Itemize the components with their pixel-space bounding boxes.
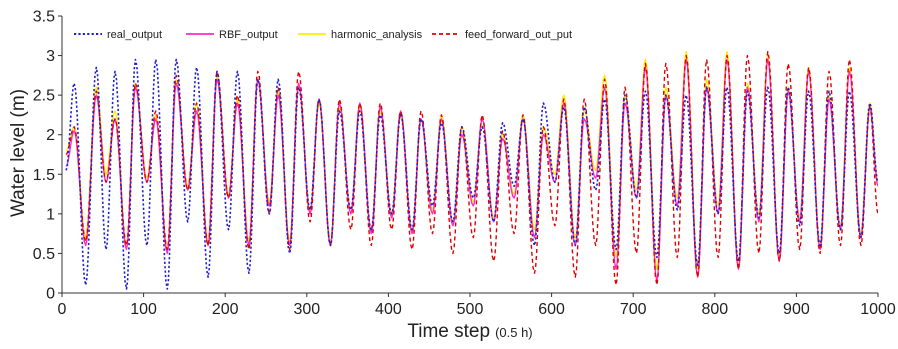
x-tick-label: 400 (375, 301, 402, 318)
legend-label-feed-forward-out-put: feed_forward_out_put (465, 29, 572, 41)
x-axis-unit: (0.5 h) (495, 325, 533, 340)
legend-label-harmonic-analysis: harmonic_analysis (331, 29, 423, 41)
x-tick-label: 700 (620, 301, 647, 318)
x-tick-label: 800 (701, 301, 728, 318)
x-tick-label: 0 (58, 301, 67, 318)
series-line-RBF-output (65, 58, 878, 282)
y-tick-label: 1 (46, 206, 55, 223)
x-tick-label: 100 (130, 301, 157, 318)
x-tick-label: 500 (457, 301, 484, 318)
x-tick-label: 300 (293, 301, 320, 318)
x-axis-label: Time step (407, 321, 490, 342)
y-tick-label: 0 (46, 286, 55, 303)
y-tick-label: 2 (46, 127, 55, 144)
x-axis-title: Time step (0.5 h) (407, 321, 532, 342)
y-tick-label: 3 (46, 48, 55, 65)
legend-label-RBF-output: RBF_output (219, 29, 278, 41)
y-axis-title: Water level (m) (8, 89, 29, 217)
axes-layer (61, 16, 878, 294)
x-tick-label: 1000 (860, 301, 896, 318)
series-line-real-output (65, 58, 878, 290)
x-tick-label: 200 (212, 301, 239, 318)
series-layer (65, 50, 878, 290)
y-tick-label: 0.5 (33, 246, 55, 263)
y-tick-label: 3.5 (33, 9, 55, 26)
legend-label-real-output: real_output (107, 29, 162, 41)
y-tick-label: 2.5 (33, 88, 55, 105)
x-tick-label: 600 (538, 301, 565, 318)
tick-layer: 0 100 200 300 400 500 600 700 800 900 1000 0 0.5 1 1.5… (33, 9, 896, 319)
legend: real_output RBF_output harmonic_analysis fe… (74, 29, 572, 41)
x-tick-label: 900 (783, 301, 810, 318)
y-tick-label: 1.5 (33, 167, 55, 184)
series-line-feed-forward-out-put (65, 50, 878, 286)
